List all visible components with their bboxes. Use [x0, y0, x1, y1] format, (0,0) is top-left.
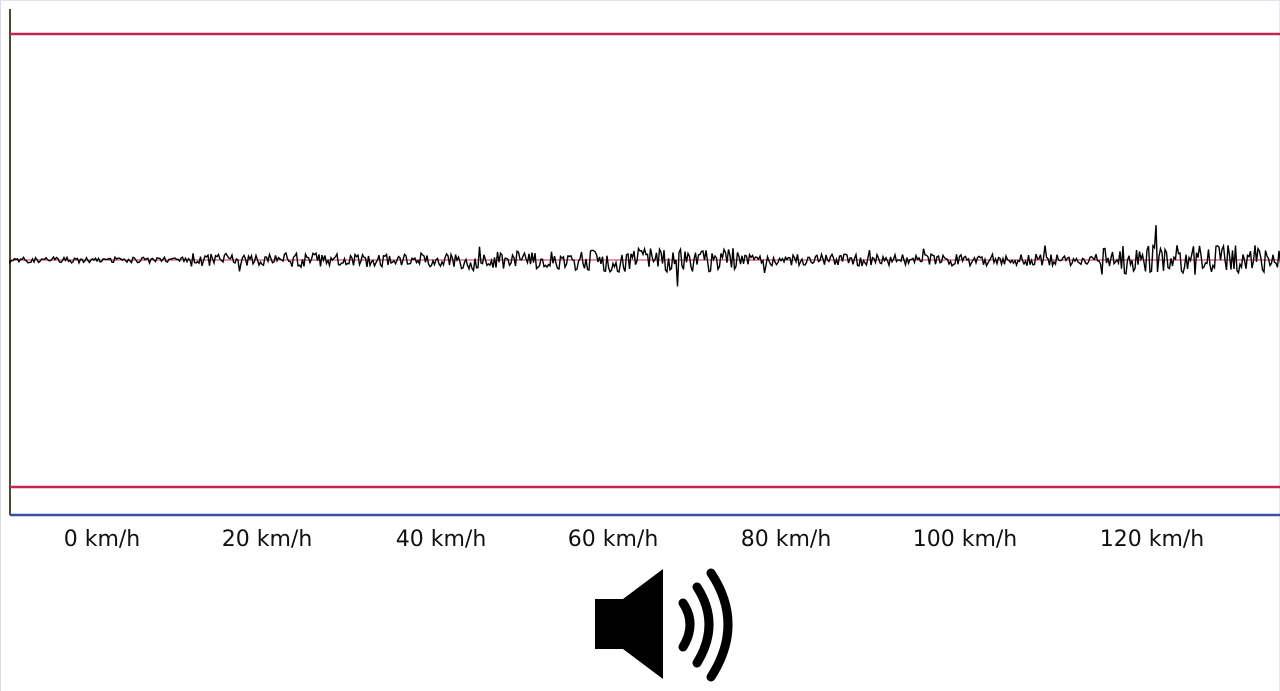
speed-axis: 0 km/h 20 km/h 40 km/h 60 km/h 80 km/h 1…: [1, 527, 1280, 561]
waveform-display: [9, 9, 1280, 517]
speed-label-40: 40 km/h: [395, 527, 487, 552]
speaker-volume-icon[interactable]: [589, 567, 739, 683]
speed-label-80: 80 km/h: [740, 527, 832, 552]
speed-label-120: 120 km/h: [1099, 527, 1205, 552]
speed-label-60: 60 km/h: [567, 527, 659, 552]
speed-label-100: 100 km/h: [912, 527, 1018, 552]
audio-signal-trace: [9, 225, 1280, 287]
speed-label-20: 20 km/h: [221, 527, 313, 552]
speed-label-0: 0 km/h: [63, 527, 141, 552]
